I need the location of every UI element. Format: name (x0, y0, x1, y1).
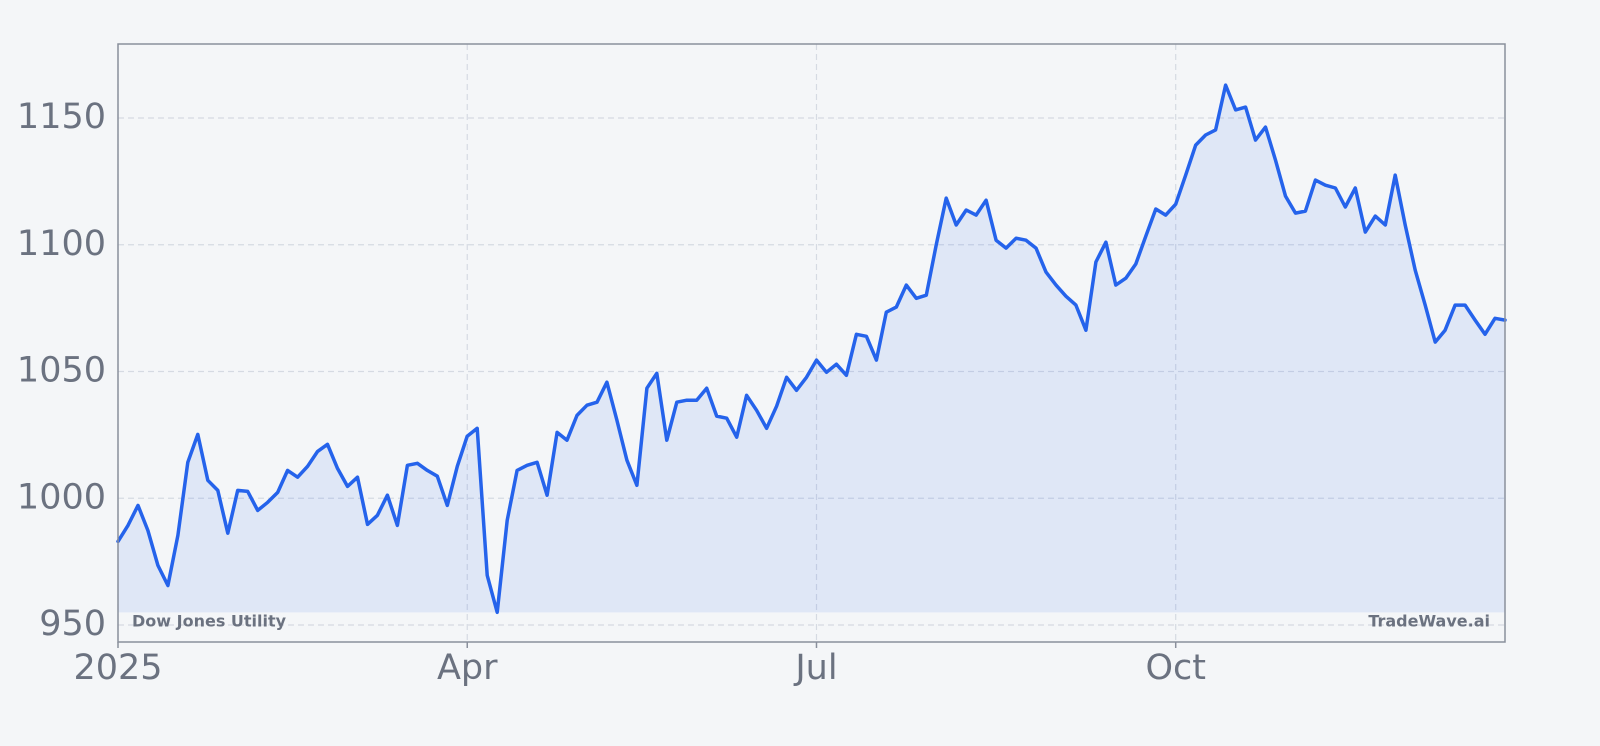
x-tick-label: Apr (437, 648, 498, 688)
x-tick-label: 2025 (73, 648, 162, 688)
y-tick-label: 1000 (17, 477, 106, 517)
series-label: Dow Jones Utility (132, 612, 287, 631)
y-tick-label: 1050 (17, 351, 106, 391)
watermark: TradeWave.ai (1368, 612, 1490, 631)
area (118, 85, 1505, 613)
y-tick-label: 1150 (17, 97, 106, 137)
y-tick-label: 950 (39, 604, 106, 644)
plot-layer (116, 44, 1507, 642)
plot-frame (117, 43, 1506, 643)
line (116, 83, 1507, 615)
x-tick-label: Oct (1145, 648, 1206, 688)
x-tick-label: Jul (793, 648, 837, 688)
y-tick-label: 1100 (17, 224, 106, 264)
